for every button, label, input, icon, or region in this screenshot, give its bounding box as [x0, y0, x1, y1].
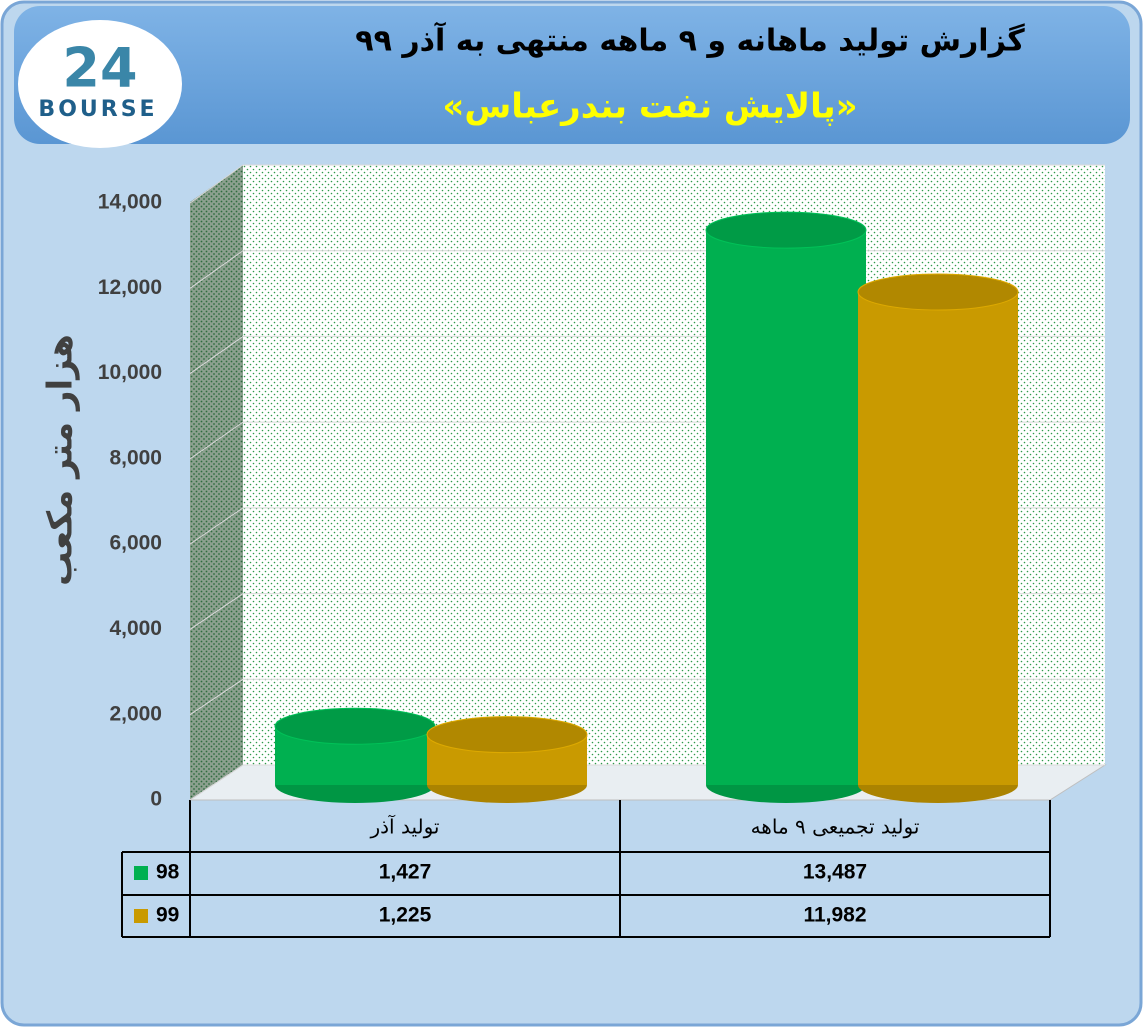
logo-mark: 24	[62, 37, 137, 100]
table-value: 11,982	[803, 904, 866, 927]
bar-top	[705, 211, 867, 249]
table-value: 1,225	[379, 904, 432, 927]
side-wall	[190, 165, 243, 800]
logo-name: BOURSE	[38, 97, 157, 122]
y-tick-label: 14,000	[98, 191, 162, 214]
side-grid-line	[189, 336, 244, 374]
bar-top	[857, 273, 1019, 311]
side-grid-line	[189, 250, 244, 289]
chart-title: گزارش تولید ماهانه و ۹ ماهه منتهی به آذر…	[355, 22, 1025, 59]
data-table: تولید آذر تولید تجمیعی ۹ ماهه 98 1,427 13,48…	[121, 800, 1051, 938]
x-tick-label: تولید تجمیعی ۹ ماهه	[751, 815, 920, 839]
y-tick-label: 0	[150, 788, 162, 811]
header-band	[14, 6, 1130, 144]
y-tick-label: 4,000	[109, 617, 162, 640]
x-tick-label: تولید آذر	[369, 814, 439, 839]
side-grid-line	[189, 593, 244, 630]
side-grid-line	[189, 764, 244, 801]
bar	[858, 292, 1018, 785]
y-tick-label: 6,000	[109, 532, 162, 555]
legend-label: 98	[156, 861, 180, 884]
chart-subtitle: «پالایش نفت بندرعباس»	[442, 87, 857, 127]
bar-top	[274, 707, 436, 745]
side-grid-line	[189, 678, 244, 716]
table-value: 1,427	[379, 861, 432, 884]
y-axis-label: هزار متر مکعب	[41, 334, 81, 586]
logo-oval	[18, 20, 182, 148]
y-tick-label: 12,000	[98, 276, 162, 299]
legend-swatch	[134, 866, 148, 880]
legend-swatch	[134, 909, 148, 923]
y-tick-label: 10,000	[98, 361, 162, 384]
side-grid-line	[189, 507, 244, 545]
table-value: 13,487	[803, 861, 867, 884]
legend-label: 99	[156, 904, 179, 927]
side-grid-line	[189, 421, 244, 460]
side-grid-line	[189, 164, 244, 204]
y-tick-label: 8,000	[109, 446, 162, 469]
y-tick-label: 2,000	[109, 702, 162, 725]
bar-top	[426, 716, 588, 754]
bar	[706, 230, 866, 785]
